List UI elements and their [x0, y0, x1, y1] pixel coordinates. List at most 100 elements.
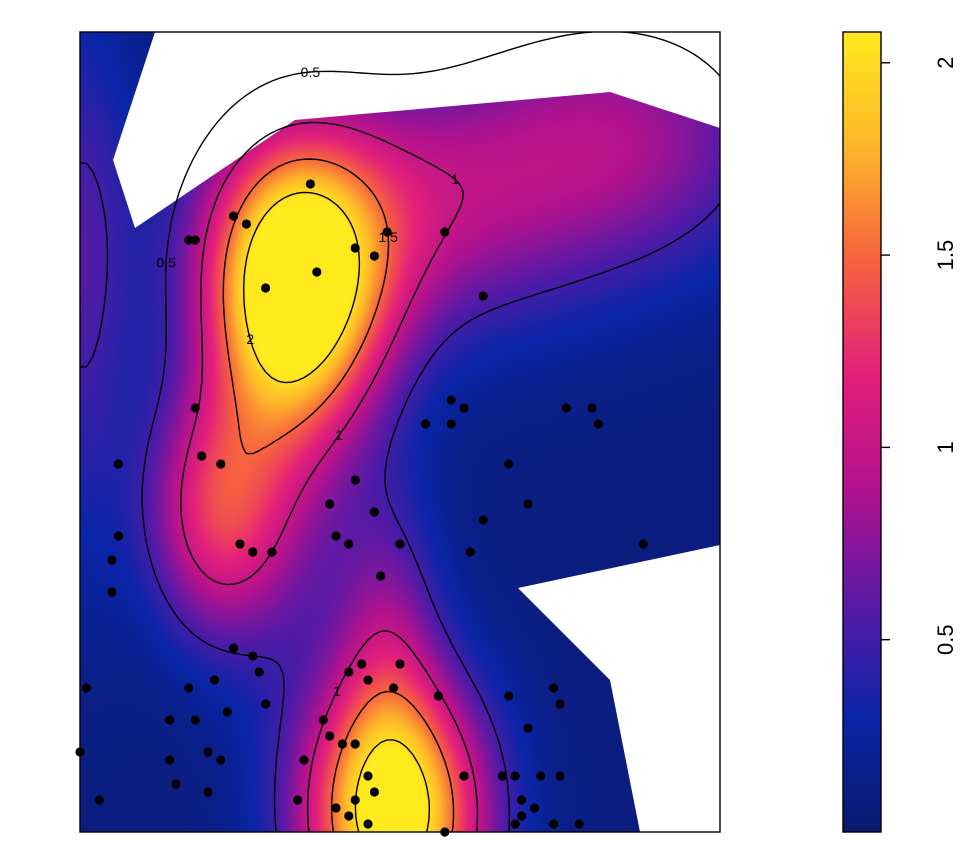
data-point — [305, 179, 315, 189]
data-point — [229, 211, 239, 221]
data-point — [293, 795, 303, 805]
data-point — [549, 819, 559, 829]
data-point — [382, 227, 392, 237]
colorbar-ticks: 0.5 1 1.5 2 — [881, 57, 958, 655]
contour-label: 1 — [451, 171, 459, 187]
data-point — [318, 715, 328, 725]
data-point — [190, 715, 200, 725]
data-point — [107, 587, 117, 597]
data-point — [497, 771, 507, 781]
data-point — [433, 691, 443, 701]
data-point — [216, 755, 226, 765]
data-point — [216, 459, 226, 469]
contour-line-2 — [243, 191, 430, 832]
data-point — [344, 667, 354, 677]
data-point — [549, 683, 559, 693]
data-point — [344, 811, 354, 821]
data-point — [363, 819, 373, 829]
data-point — [517, 811, 527, 821]
colorbar-tick-label: 2 — [933, 57, 958, 69]
data-point — [165, 755, 175, 765]
data-points — [75, 179, 648, 837]
data-point — [254, 667, 264, 677]
data-point — [113, 459, 123, 469]
data-point — [369, 251, 379, 261]
data-point — [529, 803, 540, 813]
data-point — [561, 403, 572, 413]
data-point — [395, 539, 405, 549]
data-point — [184, 683, 194, 693]
contour-line-0-5 — [80, 32, 720, 832]
data-point — [587, 403, 597, 413]
data-point — [165, 715, 175, 725]
contour-label: 0.5 — [301, 64, 321, 80]
data-point — [536, 771, 546, 781]
data-point — [171, 779, 181, 789]
data-point — [517, 795, 527, 805]
data-point — [555, 771, 565, 781]
contour-label: 0.5 — [156, 254, 176, 270]
data-point — [325, 499, 335, 509]
data-point — [203, 747, 213, 757]
data-point — [197, 451, 207, 461]
data-point — [203, 787, 213, 797]
contour-line-1-5 — [222, 158, 455, 832]
data-point — [190, 403, 200, 413]
data-point — [363, 675, 373, 685]
data-point — [261, 283, 271, 293]
data-point — [510, 819, 520, 829]
data-point — [421, 419, 431, 429]
data-point — [350, 739, 360, 749]
data-point — [446, 395, 456, 405]
data-point — [389, 683, 399, 693]
data-point — [325, 731, 335, 741]
data-point — [107, 555, 117, 565]
data-point — [555, 699, 565, 709]
data-point — [459, 403, 469, 413]
data-point — [638, 539, 648, 549]
data-point — [299, 755, 309, 765]
data-point — [350, 243, 360, 253]
data-point — [363, 771, 373, 781]
data-point — [478, 515, 488, 525]
heatmap-image — [80, 32, 720, 832]
contour-lines — [80, 32, 720, 832]
data-point — [94, 795, 104, 805]
data-point — [267, 547, 277, 557]
heatmap-surface — [80, 32, 720, 832]
data-point — [523, 723, 533, 733]
data-point — [465, 547, 475, 557]
data-point — [190, 235, 200, 245]
data-point — [209, 675, 219, 685]
data-point — [113, 531, 123, 541]
colorbar: 0.5 1 1.5 2 — [842, 31, 958, 833]
data-point — [478, 291, 488, 301]
data-point — [357, 659, 367, 669]
data-point — [184, 235, 194, 245]
data-point — [504, 459, 514, 469]
colorbar-tick-label: 0.5 — [933, 624, 958, 655]
contour-label: 1 — [333, 683, 341, 699]
data-point — [312, 267, 322, 277]
data-point — [376, 571, 386, 581]
data-point — [248, 651, 258, 661]
colorbar-fill — [843, 32, 881, 832]
contour-label: 1 — [335, 427, 343, 443]
data-point — [459, 771, 469, 781]
data-point — [350, 475, 360, 485]
plot-frame — [79, 31, 721, 833]
data-point — [337, 739, 347, 749]
data-point — [574, 819, 584, 829]
data-point — [331, 531, 341, 541]
data-point — [229, 643, 239, 653]
data-point — [446, 419, 456, 429]
data-point — [81, 683, 91, 693]
data-point — [222, 707, 232, 717]
data-point — [248, 547, 258, 557]
data-point — [369, 787, 379, 797]
contour-line-1 — [180, 121, 479, 832]
data-point — [235, 539, 245, 549]
